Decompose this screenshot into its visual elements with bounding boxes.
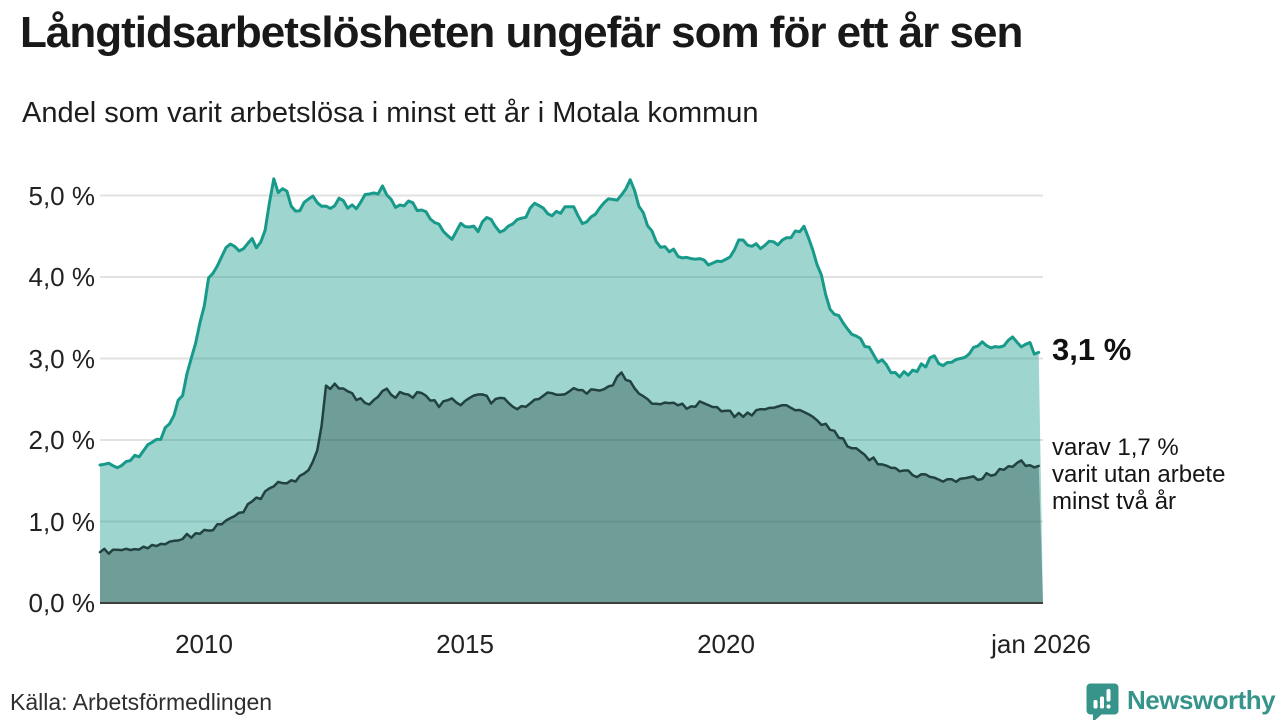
y-axis-label: 0,0 % bbox=[28, 588, 96, 618]
source-credit: Källa: Arbetsförmedlingen bbox=[10, 689, 273, 715]
x-axis-label: 2020 bbox=[697, 629, 755, 659]
newsworthy-logo: Newsworthy bbox=[1085, 682, 1276, 720]
x-axis-label: jan 2026 bbox=[991, 629, 1091, 659]
chart-subtitle: Andel som varit arbetslösa i minst ett å… bbox=[22, 97, 759, 129]
annotation-line-2: varit utan arbete bbox=[1052, 461, 1226, 488]
page-title: Långtidsarbetslösheten ungefär som för e… bbox=[20, 8, 1023, 57]
x-axis-label: 2015 bbox=[436, 629, 494, 659]
line-total-one-year bbox=[98, 177, 1041, 470]
x-axis-label: 2010 bbox=[175, 629, 233, 659]
brand-name: Newsworthy bbox=[1127, 685, 1276, 715]
y-axis-label: 3,0 % bbox=[28, 344, 96, 374]
y-axis-label: 1,0 % bbox=[28, 507, 96, 537]
y-axis-label: 5,0 % bbox=[28, 181, 96, 211]
annotation-line-3: minst två år bbox=[1052, 488, 1177, 515]
y-axis-label: 4,0 % bbox=[28, 262, 96, 292]
y-axis-label: 2,0 % bbox=[28, 425, 96, 455]
bar-chart-speech-bubble-icon bbox=[1086, 683, 1119, 720]
line-two-years bbox=[98, 371, 1040, 555]
annotation-latest-total: 3,1 % bbox=[1052, 332, 1132, 367]
area-two-years bbox=[100, 372, 1043, 603]
annotation-line-1: varav 1,7 % bbox=[1052, 434, 1179, 461]
annotation-two-year-breakdown: varav 1,7 % varit utan arbete minst två … bbox=[1052, 434, 1225, 515]
